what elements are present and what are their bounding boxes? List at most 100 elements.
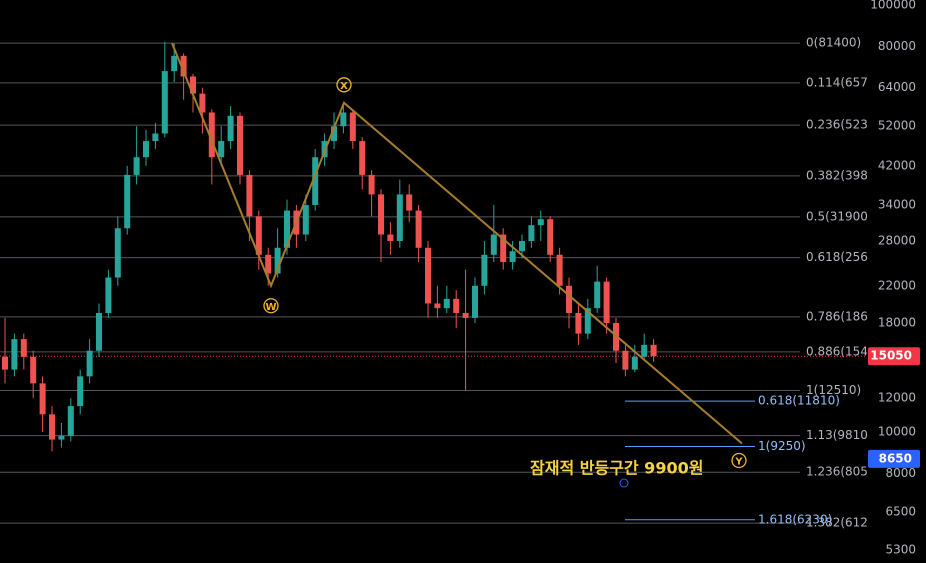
candle-body (114, 228, 121, 278)
price-box-label: 15050 (870, 349, 912, 363)
fib-label: 1(12510) (806, 383, 861, 397)
wave-label: Y (734, 456, 743, 467)
wave-label: X (340, 81, 348, 92)
candle-body (622, 350, 629, 370)
fib-label: 0.886(154 (806, 344, 868, 358)
candle-body (237, 115, 243, 175)
candle-body (143, 141, 149, 158)
candle-body (67, 406, 74, 436)
candle-body (641, 344, 648, 357)
candle-body (575, 312, 582, 334)
candle-body (302, 205, 309, 235)
candle-body (86, 350, 93, 377)
candle-body (124, 174, 131, 229)
candle-body (255, 216, 262, 255)
candle-body (490, 234, 497, 255)
candle-body (208, 112, 215, 158)
candle-body (378, 194, 384, 235)
y-tick-label: 64000 (878, 80, 916, 94)
candle-body (58, 435, 65, 440)
candle-body (396, 194, 403, 242)
y-tick-label: 18000 (878, 315, 916, 329)
candle-body (359, 141, 366, 175)
candle-body (2, 356, 8, 370)
candle-body (161, 71, 168, 134)
y-tick-label: 10000 (878, 425, 916, 439)
candle-body (349, 112, 356, 142)
fib-label: 0(81400) (806, 36, 861, 50)
candle-body (462, 312, 469, 318)
candle-body (105, 277, 112, 313)
fib-label: 1.382(612 (806, 516, 868, 530)
candle-body (453, 298, 460, 313)
candle-body (274, 247, 281, 274)
candle-body (265, 254, 272, 274)
fib-label: 0.786(186 (806, 309, 868, 323)
candle-body (11, 339, 18, 370)
y-tick-label: 5300 (885, 542, 916, 556)
fib2-label: 1(9250) (758, 439, 806, 453)
candle-body (509, 251, 516, 263)
candle-body (368, 174, 375, 195)
candle-body (199, 93, 206, 113)
fib-label: 0.618(256 (806, 250, 868, 264)
candle-body (406, 194, 413, 211)
candle-body (96, 312, 102, 351)
y-tick-label: 8000 (885, 466, 916, 480)
candle-body (556, 254, 563, 286)
y-tick-label: 42000 (878, 158, 916, 172)
candle-body (171, 55, 178, 72)
candle-body (566, 285, 572, 313)
candle-body (519, 241, 525, 252)
price-box (868, 449, 920, 468)
fib2-label: 0.618(11810) (758, 394, 840, 408)
candle-body (190, 76, 196, 94)
candle-body (528, 225, 535, 242)
fib-label: 0.114(657 (806, 75, 868, 89)
fib-label: 1.236(805 (806, 465, 868, 479)
candle-body (331, 126, 337, 142)
candle-body (227, 115, 234, 142)
y-tick-label: 80000 (878, 39, 916, 53)
candle-body (500, 234, 507, 263)
candle-body (20, 339, 27, 357)
candle-body (443, 298, 450, 309)
candle-body (594, 281, 601, 309)
candle-body (77, 376, 84, 407)
candle-body (284, 210, 290, 248)
y-tick-label: 100000 (870, 0, 916, 11)
candle-body (218, 141, 225, 158)
candle-body (650, 344, 657, 357)
candle-body (425, 247, 431, 304)
wave-marker (731, 452, 747, 469)
candle-body (537, 219, 544, 226)
wave-marker (336, 77, 352, 93)
y-tick-label: 6500 (885, 504, 916, 518)
candle-body (133, 157, 140, 175)
y-tick-label: 28000 (878, 234, 916, 248)
candle-body (312, 157, 319, 206)
candle-body (631, 356, 638, 370)
annotation: 잠재적 반등구간 9900원 (530, 459, 703, 478)
price-box-label: 8650 (879, 451, 912, 465)
candle-body (30, 356, 37, 384)
candle-body (180, 55, 187, 77)
price-box (868, 347, 920, 366)
y-tick-label: 52000 (878, 119, 916, 133)
candle-body (481, 254, 488, 286)
candle-body (387, 234, 394, 242)
candle-body (152, 133, 159, 142)
candle-body (340, 112, 347, 127)
y-tick-label: 22000 (878, 278, 916, 292)
candle-body (434, 303, 441, 309)
y-tick-label: 34000 (878, 198, 916, 212)
wave-line (171, 42, 743, 445)
candle-body (415, 210, 422, 248)
y-tick-label: 12000 (878, 391, 916, 405)
marker-dot (619, 478, 629, 488)
candle-body (472, 285, 478, 318)
wave-label: W (265, 302, 276, 313)
candle-body (603, 281, 610, 323)
